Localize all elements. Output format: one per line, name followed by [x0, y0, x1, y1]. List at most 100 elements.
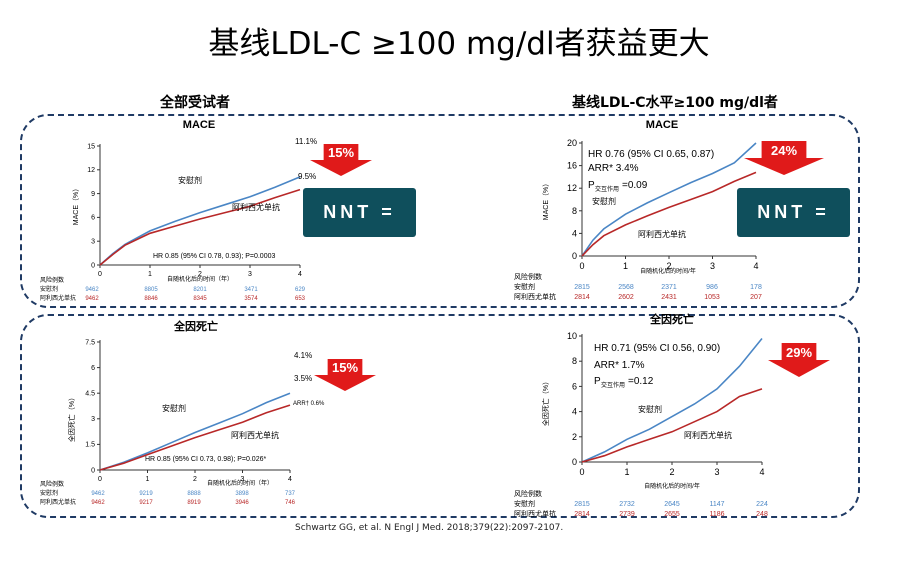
- tl-x-axis-label: 自随机化后的时间（年）: [167, 275, 233, 283]
- tl-risk-value: 3471: [244, 287, 258, 293]
- top-panel-frame: [20, 114, 860, 308]
- tr-y-tick-label: 12: [567, 183, 577, 193]
- bl-risk-row-name: 阿利西尤单抗: [40, 498, 76, 506]
- tr-y-tick-label: 20: [567, 138, 577, 148]
- tr-x-axis-label: 自随机化后的时间/年: [640, 267, 696, 275]
- br-x-tick-label: 2: [669, 467, 674, 477]
- nnt-box-right: NNT =: [737, 188, 850, 237]
- tl-risk-value: 8201: [193, 287, 207, 293]
- tr-reduction-arrow-label: 24%: [771, 143, 797, 158]
- tr-risk-header: 风险例数: [514, 272, 542, 281]
- tr-hr-line-0: HR 0.76 (95% CI 0.65, 0.87): [588, 149, 714, 160]
- tr-risk-value: 178: [750, 284, 762, 291]
- tr-series-line-1: [581, 171, 757, 257]
- bl-y-tick-label: 6: [91, 365, 95, 372]
- br-y-tick-label: 4: [572, 407, 577, 417]
- br-series-label-1: 阿利西尤单抗: [684, 430, 732, 440]
- br-hr-line-1: ARR* 1.7%: [594, 360, 645, 371]
- br-p-value: =0.12: [628, 376, 654, 387]
- br-x-tick-label: 1: [624, 467, 629, 477]
- bl-x-tick-label: 4: [288, 476, 292, 483]
- br-chart-title: 全因死亡: [649, 312, 694, 326]
- left-heading: 全部受试者: [160, 95, 230, 111]
- tl-y-tick-label: 6: [91, 215, 95, 222]
- tr-risk-row-name: 安慰剂: [514, 282, 535, 291]
- tr-series-label-0: 安慰剂: [592, 196, 616, 206]
- citation: Schwartz GG, et al. N Engl J Med. 2018;3…: [295, 523, 564, 533]
- bl-x-axis-label: 自随机化后的时间（年）: [207, 479, 273, 487]
- br-hr-line-0: HR 0.71 (95% CI 0.56, 0.90): [594, 343, 720, 354]
- bl-series-label-1: 阿利西尤单抗: [231, 430, 279, 440]
- bl-risk-value: 746: [285, 500, 296, 506]
- bl-x-tick-label: 3: [241, 476, 245, 483]
- bl-end-value-0: 4.1%: [294, 351, 312, 360]
- tr-p-main: P: [588, 180, 595, 191]
- br-x-tick-label: 0: [579, 467, 584, 477]
- tl-reduction-arrow-label: 15%: [328, 145, 354, 160]
- br-y-axis-label: 全因死亡（%）: [541, 378, 550, 426]
- br-risk-value: 248: [756, 511, 768, 518]
- tl-x-tick-label: 0: [98, 271, 102, 278]
- tl-series-label-1: 阿利西尤单抗: [232, 202, 280, 212]
- tr-risk-value: 2568: [618, 284, 634, 291]
- br-y-tick-label: 8: [572, 356, 577, 366]
- bl-risk-row-name: 安慰剂: [40, 489, 58, 497]
- tl-y-axis-label: MACE（%）: [72, 185, 80, 225]
- tr-y-axis-label: MACE（%）: [542, 180, 550, 220]
- tl-reduction-arrow: [310, 144, 372, 176]
- tl-y-tick-label: 12: [87, 167, 95, 174]
- tl-risk-value: 3574: [244, 296, 258, 302]
- tr-risk-value: 2814: [574, 294, 590, 301]
- tl-x-tick-label: 3: [248, 271, 252, 278]
- tr-reduction-arrow: [744, 141, 824, 175]
- bl-risk-value: 9219: [139, 491, 153, 497]
- br-risk-row-name: 阿利西尤单抗: [514, 509, 556, 518]
- tr-hr-line-1: ARR* 3.4%: [588, 163, 639, 174]
- bottom-panel-frame: [20, 314, 860, 518]
- bl-reduction-arrow-label: 15%: [332, 360, 358, 375]
- br-x-tick-label: 4: [759, 467, 764, 477]
- tr-y-tick-label: 4: [572, 228, 577, 238]
- br-risk-header: 风险例数: [514, 489, 542, 498]
- bl-x-tick-label: 2: [193, 476, 197, 483]
- tr-p-sub: 交互作用: [595, 185, 619, 193]
- br-risk-value: 1186: [709, 511, 724, 518]
- tl-series-label-0: 安慰剂: [178, 175, 202, 185]
- tr-risk-value: 2431: [661, 294, 677, 301]
- tl-chart-title: MACE: [183, 119, 215, 131]
- bl-series-label-0: 安慰剂: [162, 403, 186, 413]
- br-p-sub: 交互作用: [601, 381, 625, 389]
- page-title: 基线LDL-C ≥100 mg/dl者获益更大: [208, 26, 710, 62]
- bl-risk-value: 8919: [187, 500, 201, 506]
- br-risk-value: 2645: [664, 501, 680, 508]
- tr-x-tick-label: 4: [753, 261, 758, 271]
- right-heading: 基线LDL-C水平≥100 mg/dl者: [572, 95, 778, 111]
- tl-x-tick-label: 4: [298, 271, 302, 278]
- br-reduction-arrow-label: 29%: [786, 345, 812, 360]
- bl-risk-value: 8888: [187, 491, 201, 497]
- bl-risk-value: 9462: [91, 491, 105, 497]
- br-series-label-0: 安慰剂: [638, 404, 662, 414]
- br-y-tick-label: 6: [572, 381, 577, 391]
- bl-arr-text: ARR† 0.6%: [293, 401, 325, 407]
- br-reduction-arrow: [768, 343, 830, 377]
- br-p-main: P: [594, 376, 601, 387]
- bl-risk-value: 9462: [91, 500, 105, 506]
- br-risk-value: 2814: [574, 511, 590, 518]
- tr-risk-value: 2602: [618, 294, 634, 301]
- br-series-line-0: [581, 337, 763, 463]
- tr-x-tick-label: 0: [579, 261, 584, 271]
- br-risk-value: 2815: [574, 501, 590, 508]
- bl-end-value-1: 3.5%: [294, 374, 312, 383]
- tl-risk-value: 8345: [193, 296, 207, 302]
- tr-y-tick-label: 16: [567, 161, 577, 171]
- bl-chart-title: 全因死亡: [173, 319, 218, 333]
- br-series-line-1: [581, 388, 763, 463]
- bl-y-tick-label: 7.5: [85, 339, 95, 346]
- tl-series-line-0: [99, 176, 301, 266]
- tl-end-value-0: 11.1%: [295, 137, 317, 146]
- tr-y-tick-label: 8: [572, 206, 577, 216]
- br-y-tick-label: 0: [572, 457, 577, 467]
- br-risk-value: 2655: [664, 511, 680, 518]
